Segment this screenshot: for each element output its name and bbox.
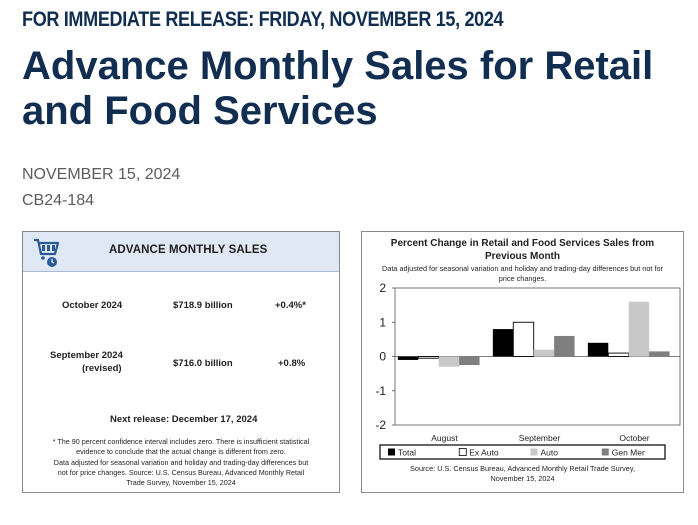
bar-gen-mer — [554, 335, 575, 357]
y-tick-label: 1 — [379, 315, 386, 329]
chart-legend — [379, 444, 666, 460]
x-tick-label: August — [431, 433, 458, 443]
page-title: Advance Monthly Sales for Retail and Foo… — [22, 44, 692, 134]
chart-subtitle-line-1: Data adjusted for seasonal variation and… — [382, 264, 663, 273]
release-date-line: FOR IMMEDIATE RELEASE: FRIDAY, NOVEMBER … — [22, 8, 504, 31]
footnote-line: evidence to conclude that the actual cha… — [76, 447, 286, 456]
bar-total — [397, 356, 419, 360]
chart-source: Source: U.S. Census Bureau, Advanced Mon… — [368, 464, 677, 484]
row-value: $718.9 billion — [173, 300, 233, 311]
footnote-line: Trade Survey, November 15, 2024 — [126, 478, 236, 487]
row-period: September 2024 — [50, 350, 123, 361]
bar-auto — [628, 301, 650, 357]
legend-swatch — [388, 448, 395, 456]
next-release-date: Next release: December 17, 2024 — [110, 414, 258, 425]
y-tick-label: -1 — [375, 384, 386, 398]
chart-source-line-2: November 15, 2024 — [490, 474, 555, 483]
summary-box-title: ADVANCE MONTHLY SALES — [109, 244, 268, 256]
footnote-line: * The 90 percent confidence interval inc… — [52, 437, 310, 446]
bar-ex-auto — [417, 356, 440, 359]
bar-ex-auto — [512, 321, 535, 357]
shopping-cart-clock-icon — [34, 238, 60, 267]
chart-title: Percent Change in Retail and Food Servic… — [362, 237, 683, 263]
legend-label: Ex Auto — [469, 448, 499, 458]
y-tick-label: 0 — [379, 350, 386, 364]
advance-sales-summary-box: ADVANCE MONTHLY SALES October 2024 $718.… — [22, 231, 340, 493]
chart-source-line-1: Source: U.S. Census Bureau, Advanced Mon… — [410, 464, 635, 473]
release-number: CB24-184 — [22, 192, 95, 209]
legend-swatch — [458, 448, 467, 456]
chart-subtitle-line-2: price changes. — [498, 274, 547, 283]
bar-ex-auto — [607, 352, 630, 357]
percent-change-chart-box: Percent Change in Retail and Food Servic… — [361, 231, 684, 493]
publication-date: NOVEMBER 15, 2024 — [22, 166, 181, 183]
y-tick-label: 2 — [379, 281, 386, 295]
bar-gen-mer — [649, 351, 670, 357]
bar-total — [492, 329, 514, 357]
x-tick-label: October — [619, 433, 649, 443]
bar-chart: 2 1 0 -1 -2 August September October Total Ex Aut… — [375, 281, 681, 460]
footnote-line: Data adjusted for seasonal variation and… — [53, 458, 309, 467]
page-title-line-1: Advance Monthly Sales for Retail — [22, 44, 654, 88]
row-period: October 2024 — [62, 300, 123, 311]
legend-label: Gen Mer — [612, 448, 645, 458]
legend-swatch — [601, 448, 609, 456]
chart-subtitle: Data adjusted for seasonal variation and… — [368, 264, 677, 284]
legend-swatch — [530, 448, 538, 456]
bar-auto — [438, 356, 460, 367]
bar-gen-mer — [459, 356, 480, 366]
row-change: +0.4%* — [275, 300, 306, 311]
row-value: $716.0 billion — [173, 358, 233, 369]
page-title-line-2: and Food Services — [22, 89, 378, 133]
bar-auto — [533, 349, 555, 357]
bar-total — [587, 342, 609, 357]
footnote-line: not for price changes. Source: U.S. Cens… — [57, 468, 305, 477]
legend-label: Auto — [541, 448, 559, 458]
row-change: +0.8% — [278, 358, 306, 369]
summary-box-header: ADVANCE MONTHLY SALES — [23, 232, 339, 272]
row-period-note: (revised) — [82, 363, 122, 374]
chart-title-line-2: Previous Month — [484, 251, 560, 262]
x-tick-label: September — [519, 433, 561, 443]
y-tick-label: -2 — [375, 418, 386, 432]
chart-title-line-1: Percent Change in Retail and Food Servic… — [390, 238, 655, 249]
legend-label: Total — [398, 448, 416, 458]
